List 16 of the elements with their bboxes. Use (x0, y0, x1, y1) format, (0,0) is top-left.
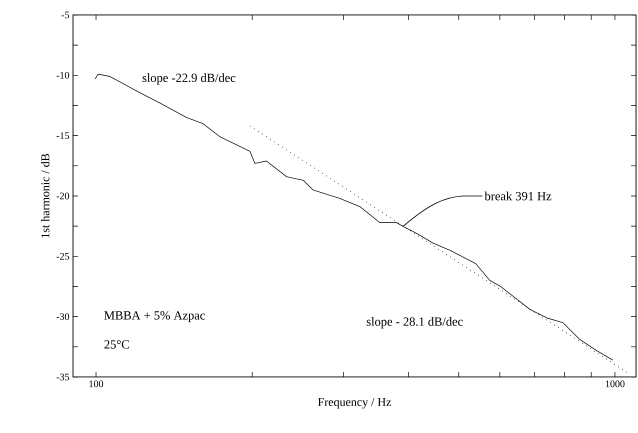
x-tick-label: 100 (89, 380, 104, 388)
x-axis-title: Frequency / Hz (318, 398, 392, 409)
y-tick-label: -5 (62, 12, 70, 18)
annotation: break 391 Hz (484, 192, 552, 200)
y-tick-label: -35 (56, 374, 70, 380)
y-axis-title: 1st harmonic / dB (40, 154, 50, 238)
y-tick-label: -15 (56, 132, 70, 139)
x-tick-label: 1000 (606, 380, 625, 388)
annotation: slope -22.9 dB/dec (142, 73, 236, 85)
annotation: slope - 28.1 dB/dec (366, 317, 463, 328)
annotation: MBBA + 5% Azpac (104, 311, 205, 322)
y-tick-label: -20 (56, 192, 70, 200)
y-tick-label: -25 (56, 252, 70, 260)
y-tick-label: -30 (56, 313, 70, 320)
annotation: 25°C (104, 340, 129, 349)
y-tick-label: -10 (56, 72, 70, 79)
